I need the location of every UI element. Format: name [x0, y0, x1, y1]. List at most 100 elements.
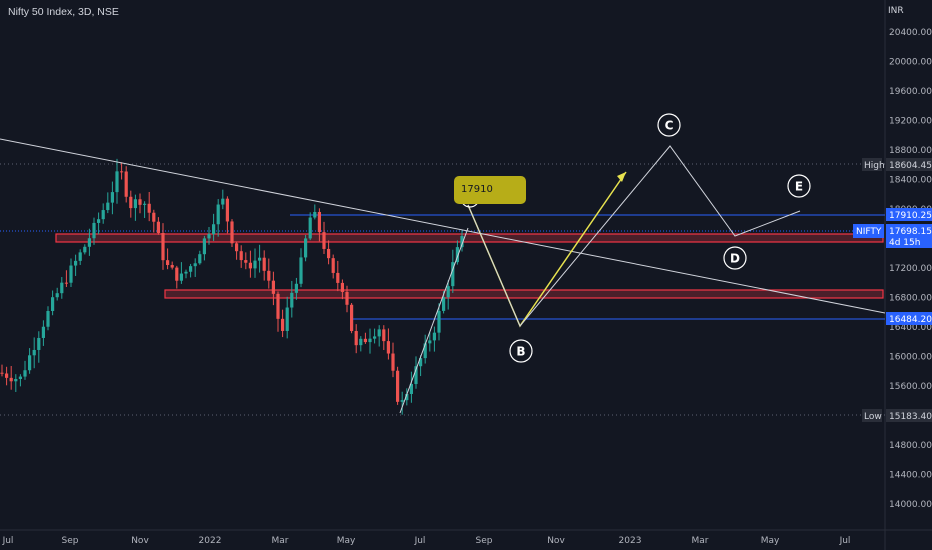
candlestick-series[interactable] — [0, 158, 464, 415]
candle-body — [14, 378, 18, 382]
candle-body — [354, 331, 358, 346]
x-tick-label: Jul — [414, 536, 426, 546]
candle-body — [170, 265, 174, 268]
wave-label: B — [516, 345, 525, 359]
price-callout[interactable]: 17910 — [454, 176, 526, 204]
candle-body — [129, 196, 133, 209]
candle-body — [51, 297, 55, 312]
bar-countdown: 4d 15h — [889, 238, 920, 248]
candle-body — [41, 326, 45, 338]
candle-body — [267, 270, 271, 281]
candle-body — [124, 171, 128, 197]
candle-body — [235, 243, 239, 252]
white-projection[interactable] — [467, 145, 801, 327]
x-tick-label: Jul — [839, 536, 851, 546]
high-value: 18604.45 — [889, 161, 932, 171]
candle-body — [290, 292, 294, 308]
candle-body — [83, 246, 87, 253]
candle-body — [106, 202, 110, 211]
candle-body — [87, 238, 91, 247]
y-tick-label: 16400.00 — [889, 323, 932, 333]
candle-body — [419, 358, 423, 367]
downtrend-line[interactable] — [0, 138, 886, 314]
candle-body — [409, 384, 413, 394]
candle-body — [202, 238, 206, 255]
time-axis[interactable] — [0, 530, 885, 550]
y-tick-label: 20400.00 — [889, 28, 932, 38]
candle-body — [184, 271, 188, 274]
candle-body — [432, 332, 436, 341]
y-tick-label: 19600.00 — [889, 87, 932, 97]
x-tick-label: 2023 — [619, 536, 642, 546]
wave-label-circle[interactable] — [787, 174, 811, 198]
candle-body — [304, 238, 308, 258]
candle-body — [120, 171, 124, 173]
candle-body — [156, 221, 160, 233]
x-tick-label: Sep — [62, 536, 79, 546]
chart-title: Nifty 50 Index, 3D, NSE — [8, 6, 119, 18]
candle-body — [46, 311, 50, 327]
candle-body — [193, 263, 197, 267]
x-tick-label: Nov — [131, 536, 149, 546]
candle-body — [299, 257, 303, 284]
candle-body — [340, 282, 344, 292]
wave-label-circle[interactable] — [657, 113, 681, 137]
candle-body — [428, 340, 432, 344]
current-price-group: NIFTY 17698.15 4d 15h — [853, 224, 932, 248]
candle-body — [285, 307, 289, 331]
candle-body — [248, 262, 252, 269]
candle-body — [212, 224, 216, 235]
wave-label-circle[interactable] — [723, 246, 747, 270]
candle-body — [97, 219, 101, 223]
candle-body — [161, 232, 165, 261]
candle-body — [396, 370, 400, 402]
candle-body — [64, 282, 68, 284]
candle-body — [115, 171, 119, 193]
support-zone[interactable] — [164, 289, 884, 299]
candle-body — [179, 273, 183, 281]
candle-body — [336, 272, 340, 283]
x-tick-label: Sep — [476, 536, 493, 546]
candle-body — [313, 211, 317, 218]
level-value: 17910.25 — [889, 211, 932, 221]
candle-body — [166, 260, 170, 266]
y-tick-label: 18400.00 — [889, 176, 932, 186]
x-tick-label: Nov — [547, 536, 565, 546]
candle-body — [253, 260, 257, 269]
y-tick-label: 16800.00 — [889, 294, 932, 304]
low-label-group: Low 15183.40 — [862, 409, 932, 422]
candle-body — [373, 336, 377, 339]
plot-area[interactable] — [0, 0, 885, 530]
wave-label: D — [730, 252, 740, 266]
y-tick-label: 17200.00 — [889, 264, 932, 274]
candle-body — [331, 258, 335, 273]
x-tick-label: Mar — [692, 536, 709, 546]
x-tick-label: May — [337, 536, 356, 546]
candle-body — [78, 252, 82, 261]
candle-body — [382, 329, 386, 342]
candle-body — [391, 353, 395, 371]
candle-body — [143, 203, 147, 205]
y-tick-label: 14800.00 — [889, 441, 932, 451]
candle-body — [147, 203, 151, 213]
candle-body — [400, 400, 404, 402]
y-tick-label: 14000.00 — [889, 500, 932, 510]
uptrend-line[interactable] — [399, 227, 469, 414]
wave-label-circle[interactable] — [509, 339, 533, 363]
price-axis[interactable] — [885, 0, 932, 550]
candle-body — [110, 192, 114, 203]
yellow-arrowhead — [617, 172, 626, 182]
y-tick-label: 14400.00 — [889, 471, 932, 481]
symbol-label: NIFTY — [856, 227, 882, 237]
resistance-zone[interactable] — [55, 233, 884, 243]
candle-body — [377, 329, 381, 337]
candle-body — [262, 257, 266, 271]
candle-body — [225, 198, 229, 222]
y-tick-label: 19200.00 — [889, 117, 932, 127]
candle-body — [133, 199, 137, 209]
candle-body — [322, 232, 326, 249]
y-tick-label: 18800.00 — [889, 146, 932, 156]
candle-body — [32, 349, 36, 356]
candle-body — [327, 248, 331, 259]
